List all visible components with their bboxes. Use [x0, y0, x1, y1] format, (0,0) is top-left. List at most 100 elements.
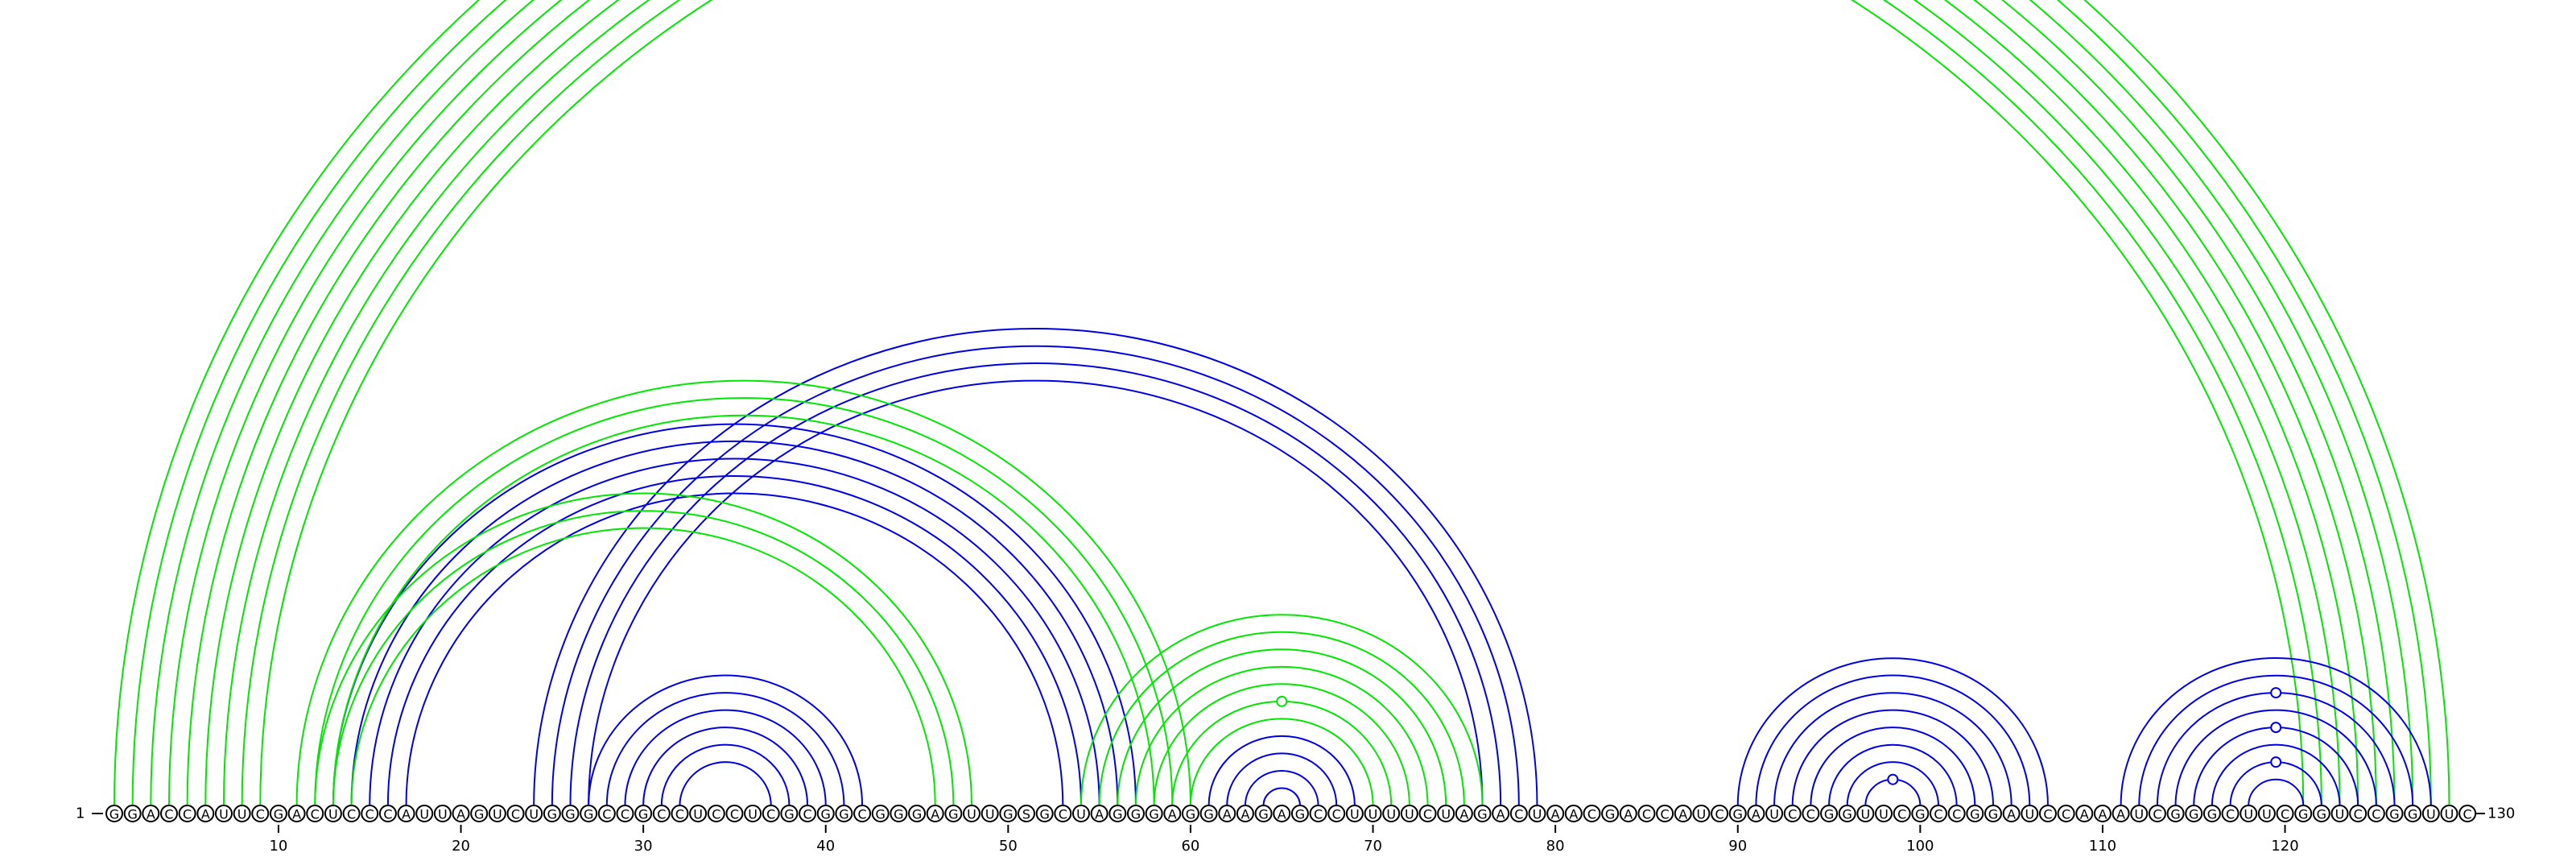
- nucleotide-letter: C: [256, 807, 265, 822]
- nucleotide-circle: [1947, 805, 1966, 822]
- base-pair-arc: [2248, 778, 2305, 806]
- nucleotide-circle: [1637, 805, 1656, 822]
- nucleotide: A: [926, 805, 944, 822]
- nucleotide-circle: [488, 805, 506, 822]
- nucleotide: A: [2075, 805, 2094, 822]
- nucleotide-letter: C: [383, 807, 392, 822]
- nucleotide-circle: [1309, 805, 1327, 822]
- base-pair-arc: [1828, 743, 1958, 806]
- base-pair-arc: [551, 345, 1520, 806]
- nucleotide-letter: A: [1241, 807, 1249, 822]
- nucleotide-circle: [762, 805, 780, 822]
- nucleotide-letter: G: [1131, 807, 1141, 822]
- nucleotide: G: [999, 805, 1018, 822]
- nucleotide: C: [2038, 805, 2057, 822]
- arc-apex-marker: [2270, 687, 2282, 699]
- position-tick-label: 100: [1906, 838, 1934, 855]
- nucleotide-circle: [926, 805, 944, 822]
- nucleotide-circle: [1071, 805, 1090, 822]
- nucleotide-letter: G: [1258, 807, 1268, 822]
- nucleotide: U: [488, 805, 506, 822]
- nucleotide-letter: C: [803, 807, 811, 822]
- nucleotide: U: [1875, 805, 1893, 822]
- nucleotide: G: [1838, 805, 1856, 822]
- base-pair-arc: [1117, 648, 1447, 806]
- nucleotide-letter: C: [2281, 807, 2289, 822]
- nucleotide: A: [1619, 805, 1637, 822]
- nucleotide: C: [2276, 805, 2294, 822]
- nucleotide: G: [1984, 805, 2002, 822]
- nucleotide-letter: G: [1605, 807, 1615, 822]
- nucleotide-letter: A: [292, 807, 301, 822]
- nucleotide: G: [908, 805, 927, 822]
- nucleotide-letter: G: [2207, 807, 2217, 822]
- nucleotide: C: [2221, 805, 2240, 822]
- nucleotide-letter: G: [1003, 807, 1013, 822]
- nucleotide-circle: [1509, 805, 1528, 822]
- base-pair-arc: [2229, 761, 2322, 806]
- nucleotide-circle: [999, 805, 1018, 822]
- arc-apex-marker: [1276, 695, 1288, 707]
- nucleotide: A: [397, 805, 415, 822]
- nucleotide-circle: [689, 805, 708, 822]
- nucleotide-circle: [744, 805, 762, 822]
- nucleotide-circle: [1966, 805, 1984, 822]
- nucleotide: G: [1473, 805, 1492, 822]
- nucleotide-circle: [2276, 805, 2294, 822]
- position-tick-label: 30: [634, 838, 653, 855]
- nucleotide-circle: [525, 805, 543, 822]
- nucleotide-circle: [1875, 805, 1893, 822]
- nucleotide: A: [1236, 805, 1254, 822]
- nucleotide: A: [1273, 805, 1291, 822]
- nucleotide-circle: [2021, 805, 2039, 822]
- base-pair-arc: [1262, 787, 1301, 806]
- nucleotide: U: [963, 805, 981, 822]
- nucleotide-circle: [178, 805, 196, 822]
- nucleotide-circle: [1400, 805, 1418, 822]
- nucleotide-circle: [2202, 805, 2221, 822]
- base-pair-arc: [605, 692, 845, 806]
- nucleotide-circle: [342, 805, 361, 822]
- nucleotide-letter: A: [1223, 807, 1232, 822]
- nucleotide-circle: [1783, 805, 1802, 822]
- base-pair-arc: [350, 441, 1119, 806]
- nucleotide-letter: C: [1059, 807, 1067, 822]
- nucleotide-circle: [543, 805, 561, 822]
- nucleotide-circle: [2057, 805, 2075, 822]
- nucleotide-letter: G: [1295, 807, 1305, 822]
- nucleotide-letter: U: [2134, 807, 2144, 822]
- nucleotide-letter: G: [1186, 807, 1195, 822]
- nucleotide-letter: A: [402, 807, 411, 822]
- nucleotide-circle: [287, 805, 306, 822]
- nucleotide-letter: G: [876, 807, 886, 822]
- nucleotide-letter: A: [1496, 807, 1505, 822]
- nucleotide-letter: C: [311, 807, 320, 822]
- position-tick-label: 120: [2271, 838, 2298, 855]
- base-pair-arc: [1791, 709, 1994, 806]
- nucleotide-circle: [2038, 805, 2057, 822]
- nucleotide-letter: C: [675, 807, 684, 822]
- base-pair-arc: [1773, 692, 2013, 806]
- nucleotide: G: [890, 805, 908, 822]
- nucleotide: G: [2294, 805, 2313, 822]
- nucleotide: G: [543, 805, 561, 822]
- nucleotide: C: [1583, 805, 1601, 822]
- nucleotide: G: [1199, 805, 1218, 822]
- arcs-layer: [114, 0, 2450, 806]
- base-pair-arc: [332, 510, 955, 806]
- nucleotide-circle: [2075, 805, 2094, 822]
- nucleotide-circle: [1090, 805, 1108, 822]
- nucleotide-circle: [1236, 805, 1254, 822]
- position-tick-label: 60: [1181, 838, 1199, 855]
- nucleotide-letter: G: [1970, 807, 1979, 822]
- nucleotide: C: [707, 805, 725, 822]
- nucleotide: G: [2202, 805, 2221, 822]
- position-tick-label: 70: [1364, 838, 1382, 855]
- nucleotide-circle: [251, 805, 270, 822]
- nucleotide-letter: G: [2317, 807, 2326, 822]
- nucleotide-circle: [1492, 805, 1510, 822]
- nucleotide: C: [2367, 805, 2385, 822]
- nucleotide-letter: G: [1824, 807, 1834, 822]
- nucleotide-letter: A: [1624, 807, 1633, 822]
- nucleotide-letter: U: [1697, 807, 1707, 822]
